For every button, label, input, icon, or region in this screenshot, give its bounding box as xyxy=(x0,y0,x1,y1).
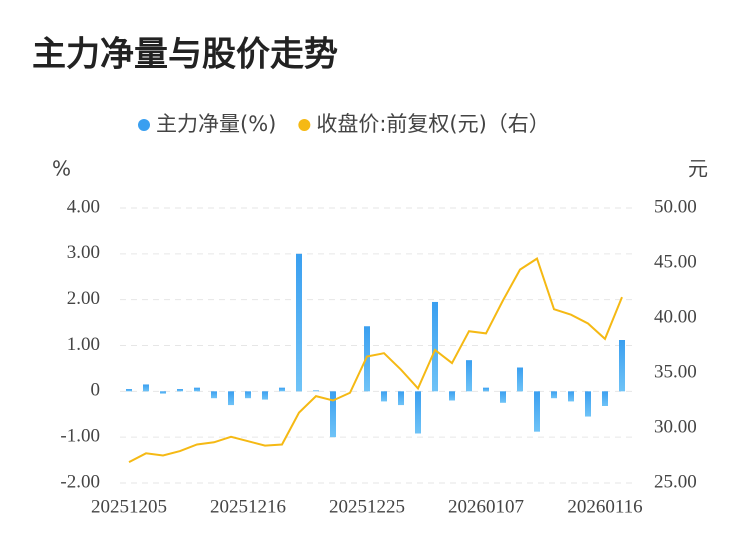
x-tick-label: 20251205 xyxy=(91,496,167,517)
bar xyxy=(313,390,319,392)
bar xyxy=(381,391,387,402)
legend-label: 主力净量(%) xyxy=(156,112,276,136)
x-tick-label: 20251216 xyxy=(210,496,286,517)
price-line xyxy=(128,257,623,463)
y2-tick-label: 25.00 xyxy=(654,471,697,492)
y-tick-label: 4.00 xyxy=(67,196,100,217)
chart-title: 主力净量与股价走势 xyxy=(32,35,338,75)
bar xyxy=(602,391,608,406)
bar xyxy=(432,301,438,392)
bar xyxy=(551,391,557,399)
y-tick-label: -2.00 xyxy=(60,471,100,492)
y-axis-label: % xyxy=(52,157,71,181)
bar xyxy=(177,389,183,392)
x-tick-label: 20251225 xyxy=(329,496,405,517)
bar xyxy=(160,391,166,394)
y2-axis-label: 元 xyxy=(688,157,708,181)
y-tick-label: 1.00 xyxy=(67,334,100,355)
y2-tick-label: 45.00 xyxy=(654,251,697,272)
bar xyxy=(398,391,404,406)
y2-tick-label: 50.00 xyxy=(654,196,697,217)
bar xyxy=(330,391,336,438)
bar xyxy=(483,387,489,392)
x-tick-label: 20260116 xyxy=(567,496,642,517)
y2-tick-label: 35.00 xyxy=(654,361,697,382)
bar xyxy=(415,391,421,434)
bar xyxy=(262,391,268,400)
bar xyxy=(568,391,574,402)
bar xyxy=(211,391,217,399)
bar xyxy=(126,389,132,392)
bar xyxy=(228,391,234,406)
y-tick-label: -1.00 xyxy=(60,426,100,447)
bar xyxy=(619,340,625,392)
bar xyxy=(194,387,200,392)
bar xyxy=(296,253,302,392)
legend-label: 收盘价:前复权(元)（右） xyxy=(316,112,549,136)
y-tick-label: 3.00 xyxy=(67,242,100,263)
y2-tick-label: 40.00 xyxy=(654,306,697,327)
legend-marker xyxy=(298,119,311,131)
y2-tick-label: 30.00 xyxy=(654,416,697,437)
bar xyxy=(466,360,472,392)
bar xyxy=(534,391,540,432)
bar xyxy=(500,391,506,403)
bar xyxy=(585,391,591,417)
x-tick-label: 20260107 xyxy=(448,496,524,517)
bar xyxy=(143,384,149,392)
y-tick-label: 0 xyxy=(91,380,101,401)
bar xyxy=(449,391,455,401)
bar xyxy=(279,387,285,392)
y-tick-label: 2.00 xyxy=(67,288,100,309)
bar xyxy=(245,391,251,399)
bar xyxy=(517,367,523,392)
legend-marker xyxy=(138,119,150,131)
